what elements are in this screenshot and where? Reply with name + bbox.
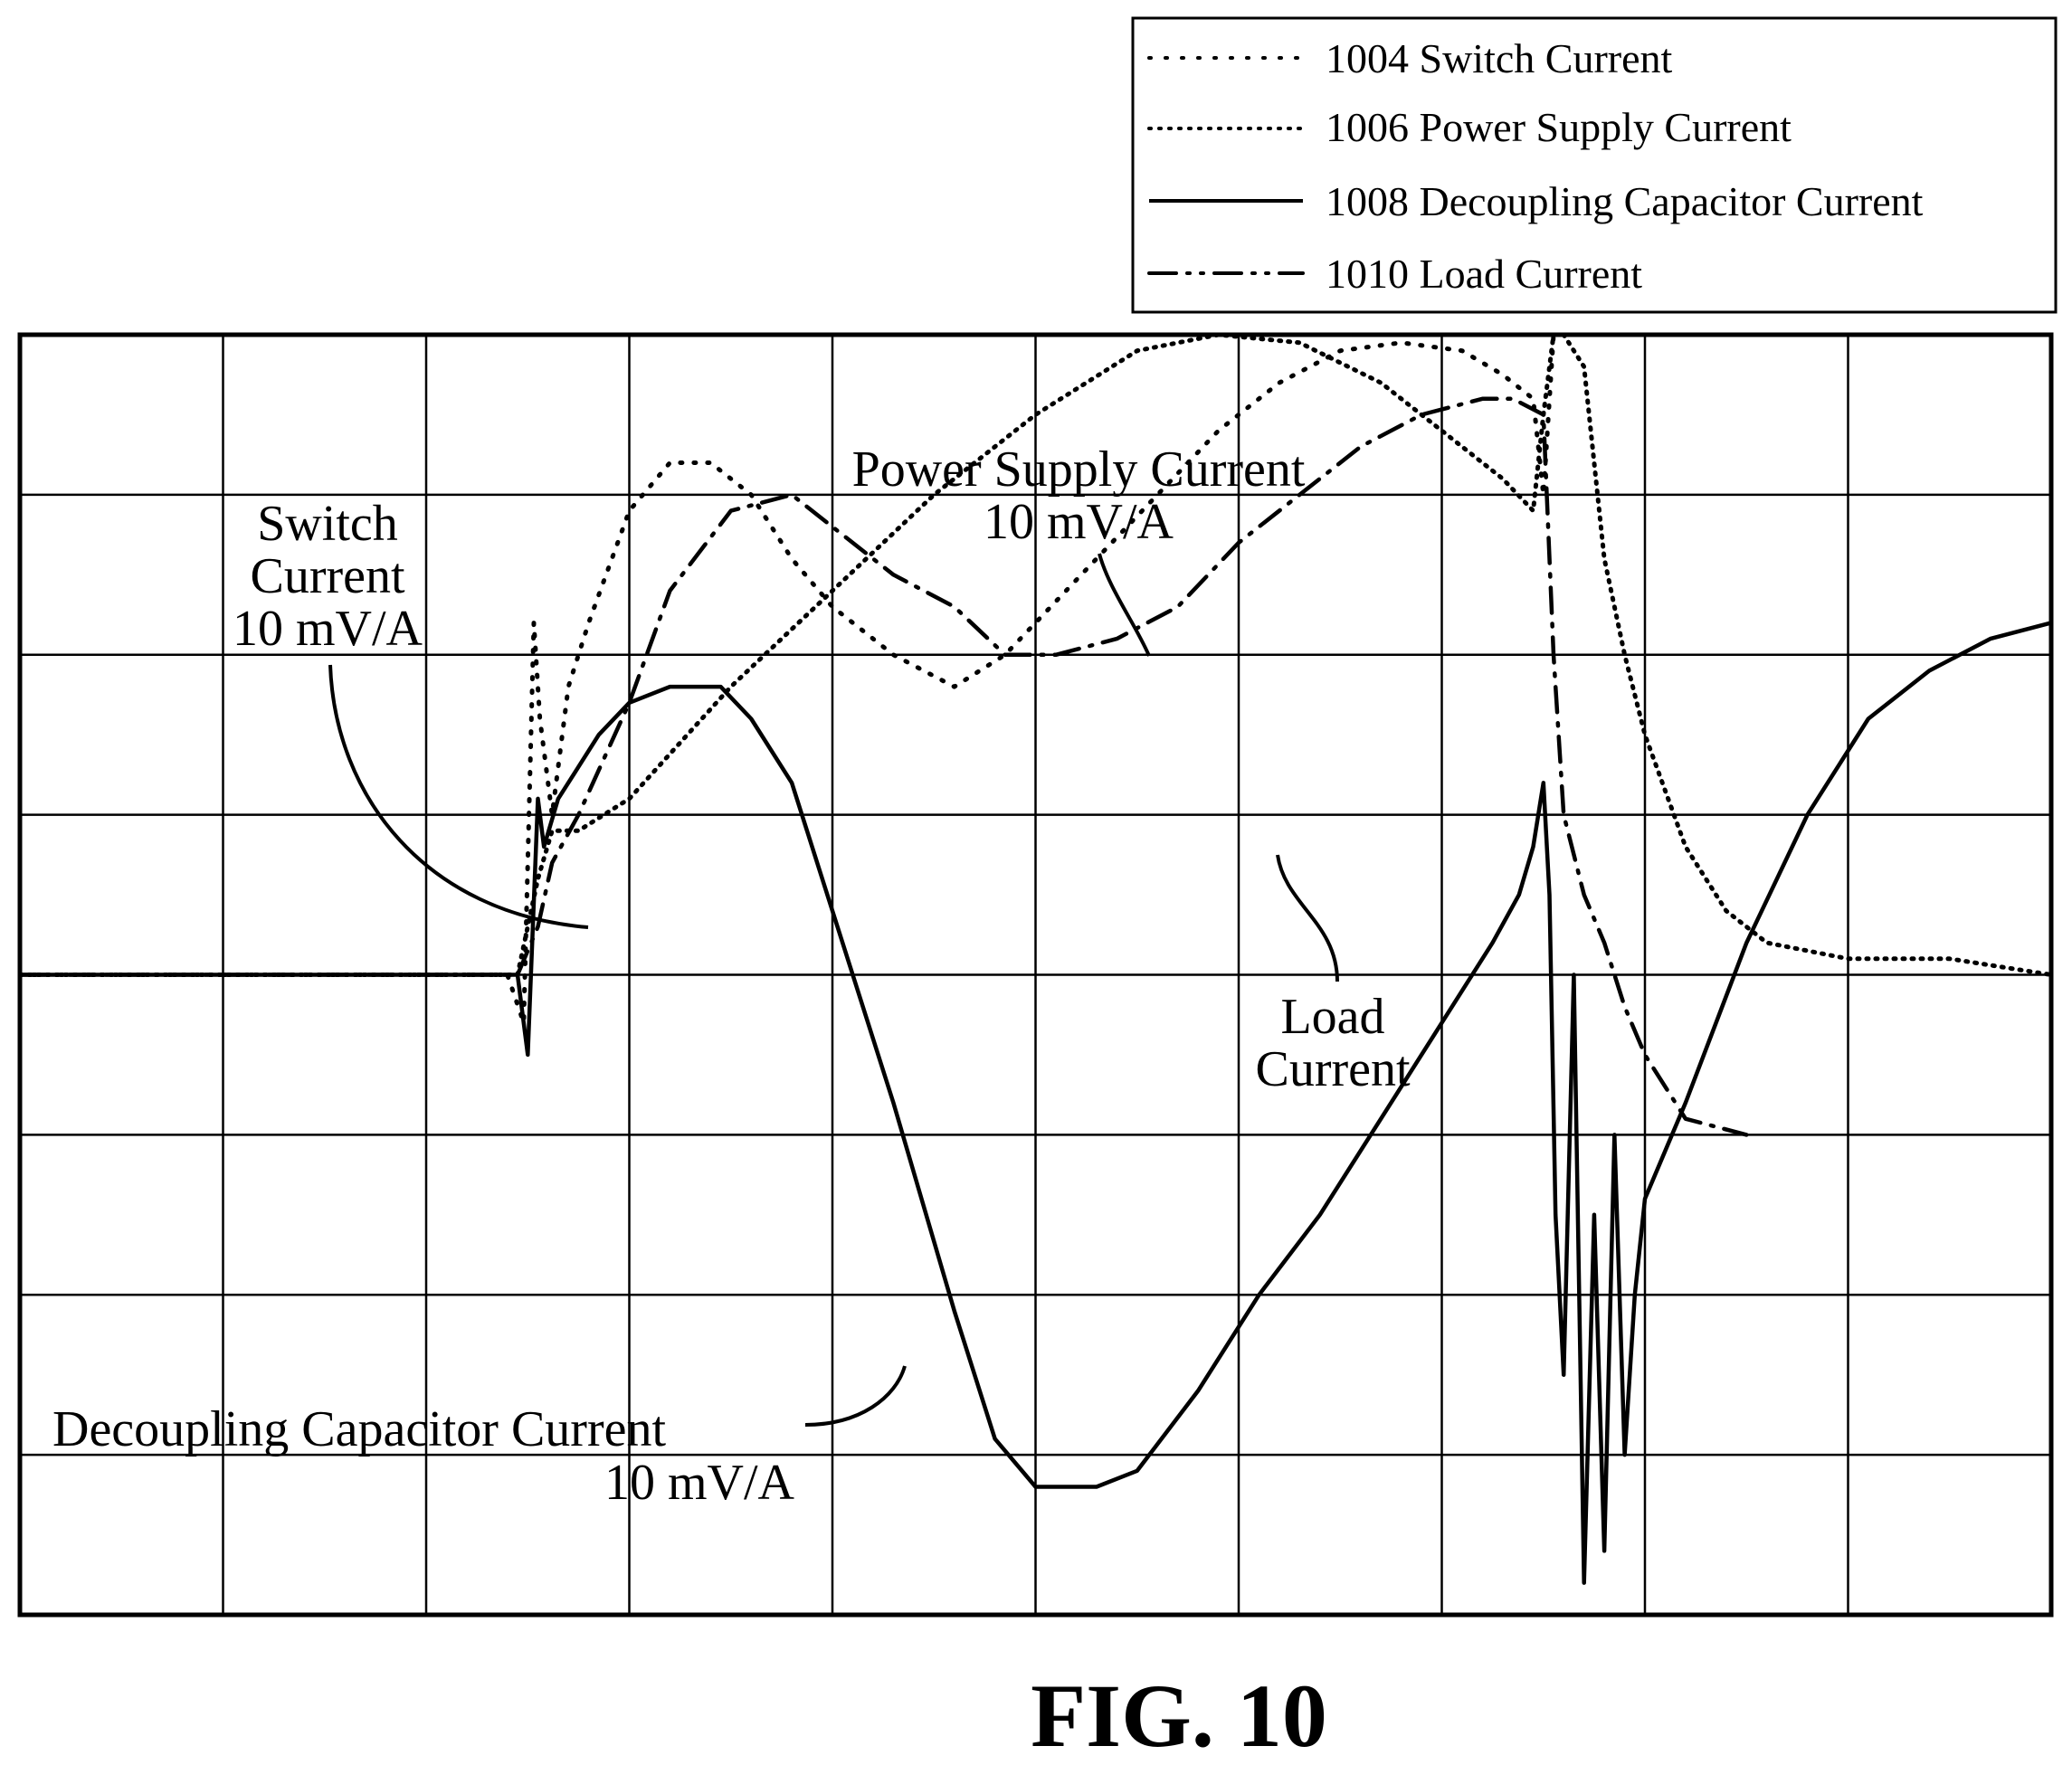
legend-label-decap: 1008 Decoupling Capacitor Current [1326, 178, 1924, 224]
series-line-1010 [17, 396, 1749, 1137]
leader-line-decap [804, 1365, 907, 1427]
annotation-power-line2: 10 mV/A [984, 494, 1174, 550]
leader-line-switch [328, 664, 589, 929]
legend-item-power: 1006 Power Supply Current [1147, 104, 1792, 150]
figure-label: FIG. 10 [1031, 1665, 1327, 1765]
legend-label-load: 1010 Load Current [1326, 251, 1642, 297]
series-line-1008 [20, 621, 2052, 1585]
annotation-power-supply-current: Power Supply Current 10 mV/A [852, 441, 1306, 657]
leader-line-load [1276, 854, 1339, 982]
legend-box [1131, 16, 2058, 314]
annotation-decap-line2: 10 mV/A [604, 1455, 795, 1511]
series-line-1004 [17, 332, 1566, 1026]
annotation-switch-line2: Current [250, 548, 405, 604]
plot-area [17, 332, 2054, 1618]
annotation-switch-line1: Switch [257, 496, 398, 552]
annotation-decap-line1: Decoupling Capacitor Current [52, 1401, 666, 1457]
annotation-load-line1: Load [1280, 989, 1384, 1045]
legend: 1004 Switch Current 1006 Power Supply Cu… [1131, 16, 2058, 314]
annotation-switch-line3: 10 mV/A [233, 601, 423, 657]
annotation-power-line1: Power Supply Current [852, 441, 1306, 498]
legend-item-decap: 1008 Decoupling Capacitor Current [1149, 178, 1924, 224]
annotation-load-line2: Current [1255, 1041, 1411, 1097]
plot-frame [17, 332, 2054, 1618]
leader-line-power [1098, 553, 1151, 657]
legend-item-load: 1010 Load Current [1147, 251, 1642, 297]
legend-item-switch: 1004 Switch Current [1147, 35, 1673, 81]
series-layer [17, 332, 2054, 1585]
series-line-1006 [17, 332, 2054, 977]
annotation-decoupling-capacitor-current: Decoupling Capacitor Current 10 mV/A [52, 1365, 907, 1511]
legend-label-power: 1006 Power Supply Current [1326, 104, 1792, 150]
annotation-load-current: Load Current [1255, 854, 1411, 1097]
legend-label-switch: 1004 Switch Current [1326, 35, 1673, 81]
annotation-switch-current: Switch Current 10 mV/A [233, 496, 589, 929]
